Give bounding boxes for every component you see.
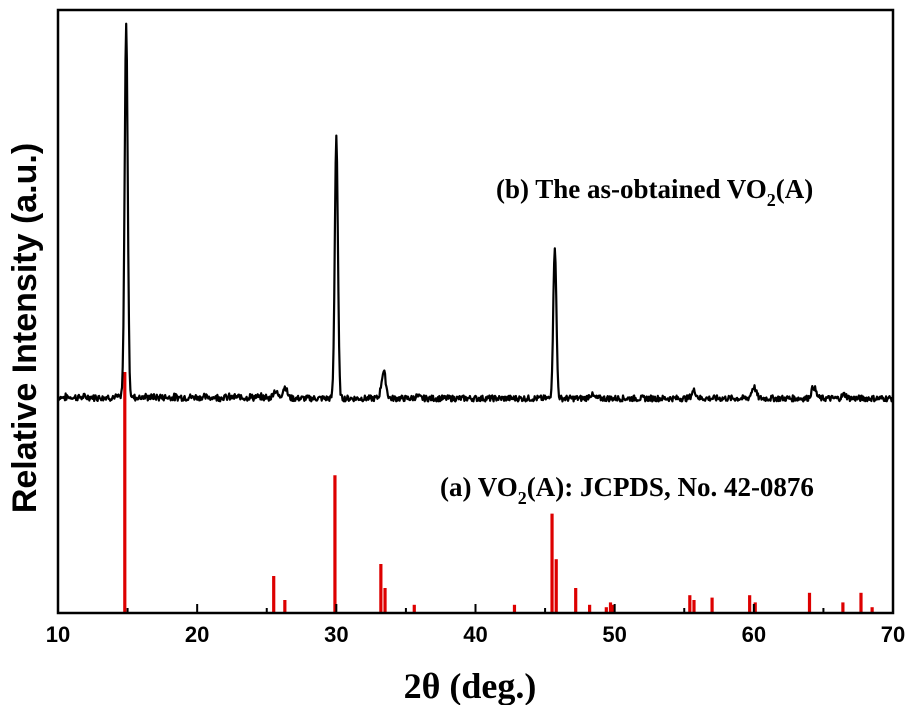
annotation-b: (b) The as-obtained VO2(A) [496, 174, 813, 210]
annotation-b-subscript: 2 [767, 190, 776, 210]
plot-area [56, 22, 895, 612]
annotation-a-main: (a) VO [440, 472, 518, 502]
x-tick-label: 60 [742, 622, 766, 647]
annotation-a: (a) VO2(A): JCPDS, No. 42-0876 [440, 472, 814, 508]
x-tick-label: 20 [185, 622, 209, 647]
measured-pattern-line [56, 22, 895, 403]
x-axis-label: 2θ (deg.) [404, 666, 537, 705]
y-axis-label: Relative Intensity (a.u.) [6, 143, 44, 513]
axes-frame [56, 8, 895, 615]
x-tick-label: 30 [324, 622, 348, 647]
x-tick-label: 70 [881, 622, 905, 647]
annotation-a-tail: (A): JCPDS, No. 42-0876 [527, 472, 814, 502]
x-tick-label: 40 [463, 622, 487, 647]
x-tick-label: 50 [602, 622, 626, 647]
annotation-b-tail: (A) [776, 174, 813, 204]
annotation-a-subscript: 2 [518, 488, 527, 508]
x-tick-label: 10 [46, 622, 70, 647]
x-axis-ticks: 10 20 30 40 50 60 70 [46, 604, 905, 647]
annotation-b-main: (b) The as-obtained VO [496, 174, 767, 204]
